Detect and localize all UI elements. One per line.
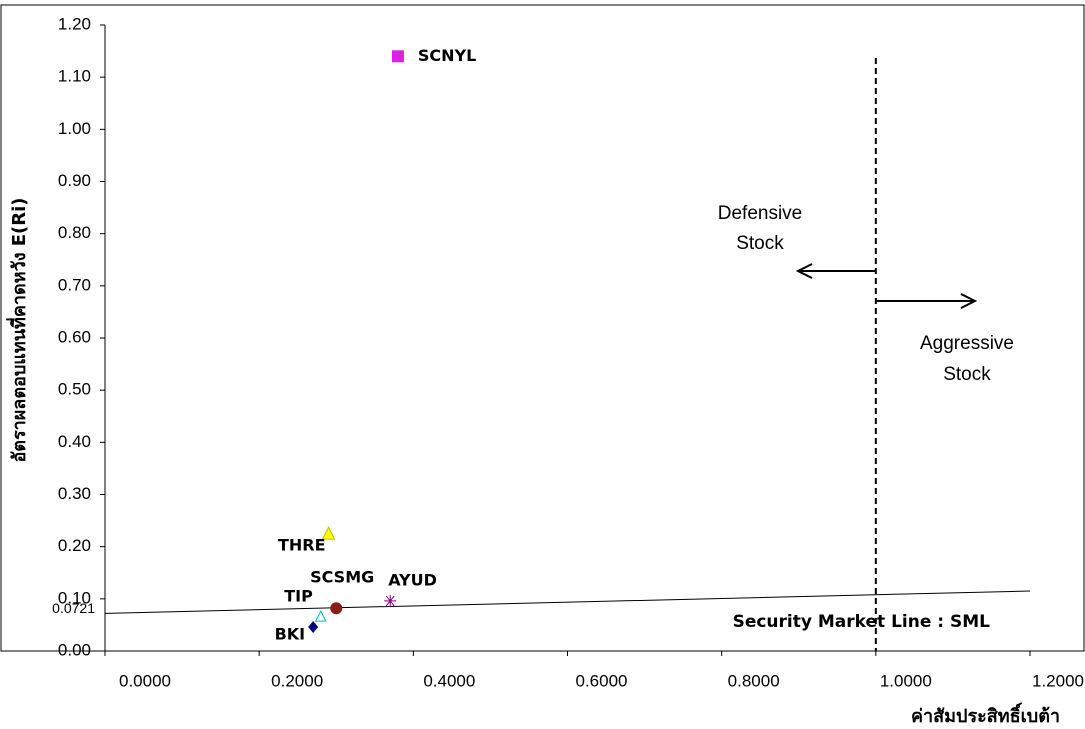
sml-label: Security Market Line : SML	[733, 612, 991, 632]
y-tick-label: 1.00	[58, 119, 91, 138]
y-tick-label: 1.10	[58, 67, 91, 86]
aggressive-label: Aggressive	[920, 333, 1014, 354]
y-tick-label: 1.20	[58, 14, 91, 33]
sml-line	[105, 591, 1030, 613]
x-tick-label: 0.6000	[576, 671, 628, 690]
point-label: TIP	[284, 587, 313, 606]
y-tick-label: 0.50	[58, 380, 91, 399]
defensive-label: Stock	[736, 233, 784, 254]
x-tick-label: 1.0000	[880, 671, 932, 690]
point	[384, 595, 396, 607]
sml-intercept-label: 0.0721	[52, 600, 95, 616]
x-tick-label: 0.8000	[728, 671, 780, 690]
point-label: AYUD	[388, 570, 437, 589]
y-tick-label: 0.30	[58, 484, 91, 503]
aggressive-arrow	[876, 294, 975, 308]
x-tick-label: 0.0000	[119, 671, 171, 690]
y-tick-label: 0.90	[58, 171, 91, 190]
defensive-arrow	[798, 264, 876, 278]
chart: ค่าสัมประสิทธิ์เบต้า อัตราผลตอบแทนที่คาด…	[0, 0, 1085, 729]
plot-frame	[1, 5, 1084, 651]
point	[308, 621, 318, 633]
point-label: SCSMG	[310, 568, 374, 587]
y-tick-label: 0.00	[58, 640, 91, 659]
y-tick-label: 0.60	[58, 327, 91, 346]
y-tick-label: 0.70	[58, 275, 91, 294]
x-tick-label: 0.4000	[423, 671, 475, 690]
y-axis-title: อัตราผลตอบแทนที่คาดหวัง E(Ri)	[6, 197, 30, 462]
point	[392, 50, 404, 62]
aggressive-label: Stock	[943, 364, 991, 385]
point-label: SCNYL	[418, 46, 476, 65]
y-tick-label: 0.80	[58, 223, 91, 242]
x-axis-title: ค่าสัมประสิทธิ์เบต้า	[911, 702, 1060, 727]
point	[316, 611, 326, 621]
y-tick-label: 0.40	[58, 432, 91, 451]
y-tick-label: 0.20	[58, 536, 91, 555]
point-label: THRE	[278, 536, 326, 555]
point	[330, 602, 342, 614]
x-tick-label: 1.2000	[1032, 671, 1084, 690]
point-label: BKI	[275, 625, 306, 644]
x-tick-label: 0.2000	[271, 671, 323, 690]
defensive-label: Defensive	[718, 203, 803, 224]
